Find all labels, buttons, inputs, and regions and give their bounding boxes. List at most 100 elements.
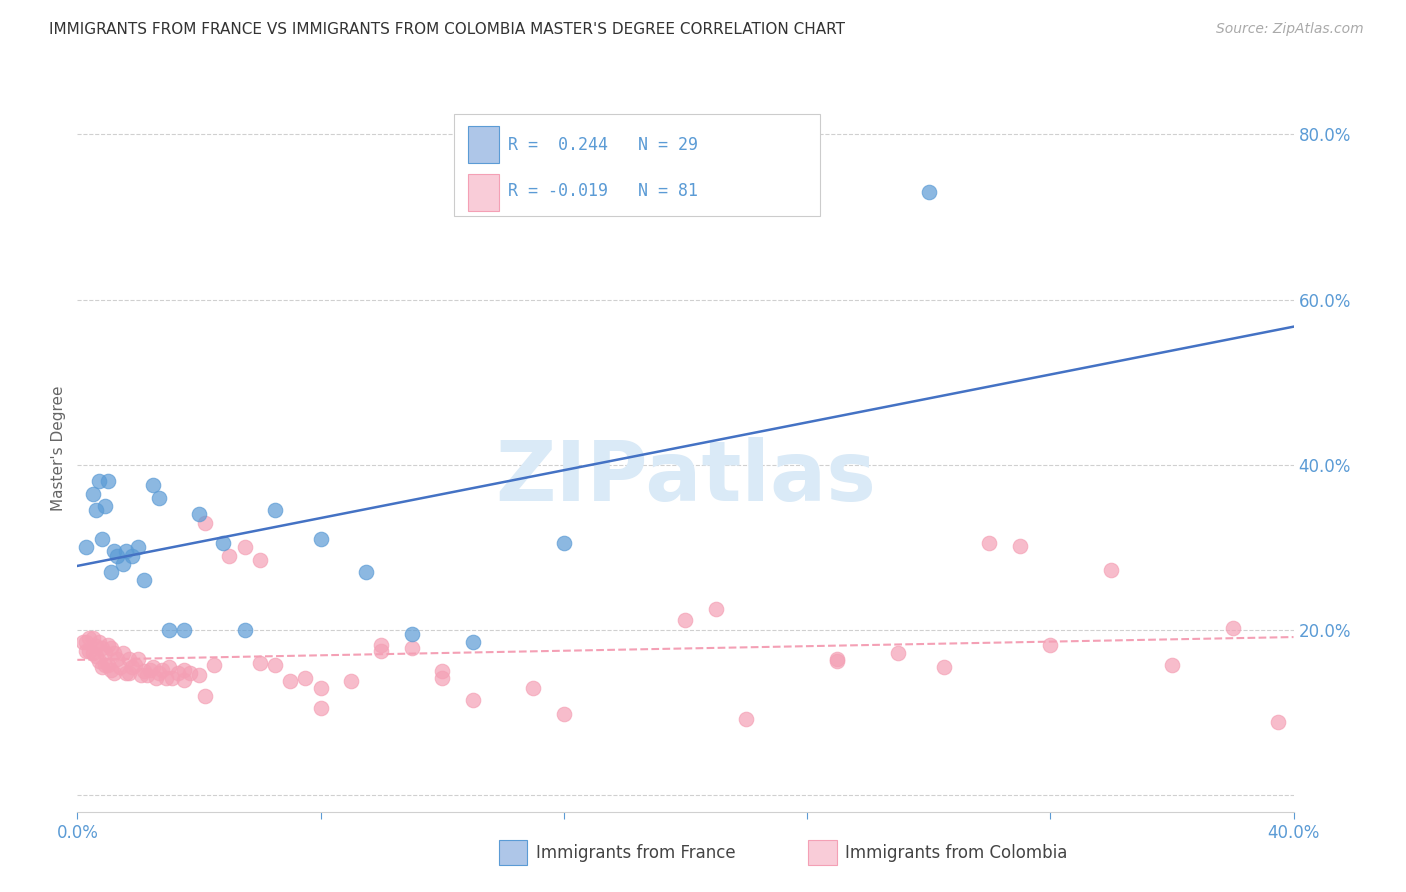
Point <box>1008 539 1031 553</box>
Point <box>233 623 256 637</box>
Point <box>675 613 697 627</box>
Point <box>173 663 195 677</box>
Point <box>100 641 122 656</box>
Point <box>1039 638 1062 652</box>
Point <box>1267 715 1289 730</box>
Point <box>97 475 120 489</box>
Point <box>134 665 156 679</box>
Point <box>124 657 146 672</box>
Point <box>103 665 125 680</box>
Point <box>212 536 235 550</box>
Point <box>309 532 332 546</box>
Point <box>432 671 454 685</box>
Point <box>93 657 115 672</box>
Point <box>249 656 271 670</box>
Point <box>90 660 112 674</box>
Point <box>264 503 287 517</box>
Point <box>152 663 174 677</box>
Point <box>370 643 392 657</box>
Point <box>354 565 377 579</box>
Point <box>82 486 104 500</box>
Point <box>294 671 316 685</box>
Point <box>160 671 183 685</box>
Point <box>118 665 141 680</box>
Point <box>118 652 141 666</box>
Point <box>401 641 423 656</box>
Point <box>90 641 112 656</box>
Point <box>79 632 101 646</box>
Point <box>157 623 180 637</box>
Point <box>233 541 256 555</box>
Point <box>82 646 104 660</box>
Point <box>100 565 122 579</box>
Point <box>155 671 177 685</box>
Point <box>105 549 128 563</box>
Point <box>932 660 955 674</box>
Text: R =  0.244   N = 29: R = 0.244 N = 29 <box>508 136 697 153</box>
Point <box>103 544 125 558</box>
Text: Source: ZipAtlas.com: Source: ZipAtlas.com <box>1216 22 1364 37</box>
Point <box>129 668 152 682</box>
Point <box>142 660 165 674</box>
Point <box>188 668 211 682</box>
Point <box>309 701 332 715</box>
Point <box>87 475 110 489</box>
Point <box>84 649 107 664</box>
Point <box>340 674 363 689</box>
Text: Immigrants from France: Immigrants from France <box>536 844 735 862</box>
Point <box>115 665 138 680</box>
Point <box>309 681 332 695</box>
Point <box>111 557 134 571</box>
Point <box>432 665 454 679</box>
Point <box>522 681 544 695</box>
Point <box>139 663 162 677</box>
Point <box>136 668 159 682</box>
Point <box>735 712 758 726</box>
Point <box>145 671 167 685</box>
Point <box>121 549 143 563</box>
Point <box>166 665 188 680</box>
Text: R = -0.019   N = 81: R = -0.019 N = 81 <box>508 182 697 200</box>
Point <box>97 657 120 672</box>
Point <box>461 635 484 649</box>
Point <box>264 657 287 672</box>
Point <box>173 623 195 637</box>
Point <box>553 536 575 550</box>
Point <box>127 541 149 555</box>
Point <box>134 574 156 588</box>
Point <box>401 627 423 641</box>
Y-axis label: Master's Degree: Master's Degree <box>51 385 66 511</box>
Point <box>100 663 122 677</box>
Point <box>84 503 107 517</box>
Point <box>827 654 849 668</box>
Point <box>157 660 180 674</box>
Point <box>249 553 271 567</box>
Point <box>1161 657 1184 672</box>
Point <box>202 657 225 672</box>
Point <box>75 541 97 555</box>
Text: Immigrants from Colombia: Immigrants from Colombia <box>845 844 1067 862</box>
Point <box>84 640 107 654</box>
Point <box>87 635 110 649</box>
Point <box>194 516 217 530</box>
Point <box>75 643 97 657</box>
Point <box>79 643 101 657</box>
Point <box>75 635 97 649</box>
Point <box>148 665 170 680</box>
Point <box>93 499 115 513</box>
Point <box>90 532 112 546</box>
Point <box>979 536 1001 550</box>
Point <box>127 652 149 666</box>
Point <box>278 674 301 689</box>
Text: IMMIGRANTS FROM FRANCE VS IMMIGRANTS FROM COLOMBIA MASTER'S DEGREE CORRELATION C: IMMIGRANTS FROM FRANCE VS IMMIGRANTS FRO… <box>49 22 845 37</box>
Point <box>194 689 217 703</box>
Point <box>103 646 125 660</box>
Point <box>148 491 170 505</box>
Text: ZIPatlas: ZIPatlas <box>495 437 876 518</box>
Point <box>97 638 120 652</box>
Point <box>188 508 211 522</box>
Point <box>704 602 727 616</box>
Point <box>72 635 94 649</box>
Point <box>827 652 849 666</box>
Point <box>1222 621 1244 635</box>
